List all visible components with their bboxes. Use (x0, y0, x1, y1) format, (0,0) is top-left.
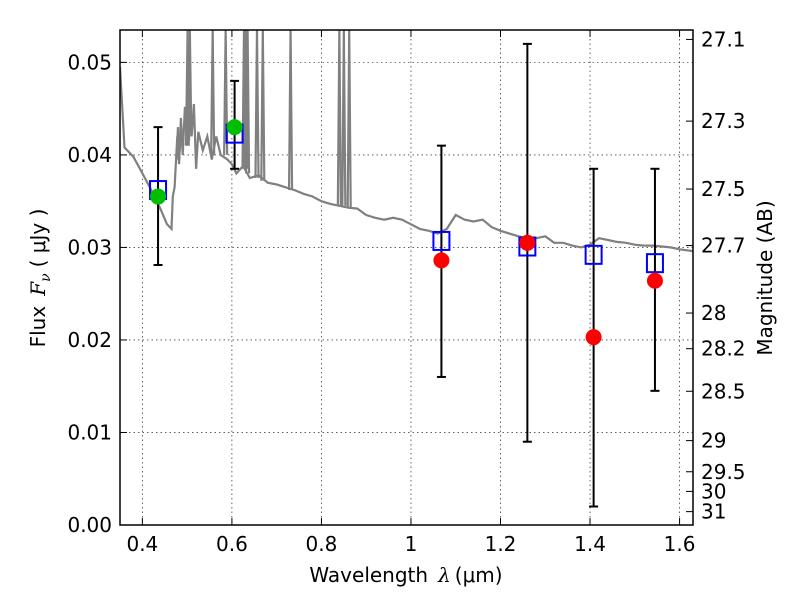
mag-tick-label: 29 (701, 429, 726, 453)
y-axis-label: FluxFν( μJy ) (26, 209, 54, 348)
mag-tick-label: 31 (701, 500, 726, 524)
y-tick-label: 0.04 (67, 143, 112, 167)
model-square-marker (432, 230, 451, 251)
mag-tick-label: 27.5 (701, 177, 746, 201)
x-tick-label: 0.8 (306, 532, 338, 556)
emission-line-spike (341, 30, 347, 206)
y-tick-label: 0.03 (67, 235, 112, 259)
model-square-marker (584, 244, 603, 265)
axis-ticks: 0.4 0.6 0.8 1 1.2 1.4 1.6 0.00 0.01 0.02 0.03 0.04 0… (67, 27, 745, 556)
observed-circle-marker (585, 329, 602, 346)
model-sed-curve (120, 30, 693, 253)
model-sed-line (120, 66, 693, 253)
emission-line-spike (346, 30, 352, 208)
emission-line-spike (336, 30, 342, 206)
emission-line-spike (178, 127, 184, 151)
mag-tick-label: 27.3 (701, 109, 746, 133)
x-tick-label: 1 (405, 532, 418, 556)
y-tick-label: 0.01 (67, 420, 112, 444)
mag-tick-label: 28 (701, 301, 726, 325)
emission-line-spike (260, 30, 266, 181)
emission-line-spike (287, 30, 294, 191)
observed-circle-marker (519, 234, 536, 251)
observed-circle-marker (150, 188, 167, 205)
error-bars (153, 42, 660, 508)
observed-photometry-points (150, 119, 663, 346)
mag-tick-label: 29.5 (701, 460, 746, 484)
x-tick-label: 0.6 (216, 532, 248, 556)
emission-line-spike (210, 30, 216, 155)
x-tick-label: 1.6 (664, 532, 696, 556)
grid-lines (120, 30, 693, 526)
mag-tick-label: 30 (701, 479, 726, 503)
y-tick-label: 0.05 (67, 50, 112, 74)
x-tick-label: 1.2 (485, 532, 517, 556)
model-square-marker (645, 253, 664, 274)
plot-frame (119, 29, 694, 526)
mag-tick-label: 28.5 (701, 379, 746, 403)
observed-circle-marker (433, 252, 450, 269)
x-tick-label: 0.4 (126, 532, 158, 556)
observed-circle-marker (226, 119, 243, 136)
x-axis-label: Wavelength λ (μm) (309, 563, 502, 587)
observed-circle-marker (646, 272, 663, 289)
y-axis-right-label: Magnitude (AB) (753, 200, 777, 355)
y-tick-label: 0.02 (67, 328, 112, 352)
mag-tick-label: 28.2 (701, 337, 746, 361)
emission-line-spike (187, 30, 193, 137)
emission-line-spike (244, 30, 251, 174)
emission-line-spike (254, 30, 260, 179)
x-tick-label: 1.4 (574, 532, 606, 556)
mag-tick-label: 27.1 (701, 27, 746, 51)
emission-line-spike (223, 30, 229, 155)
mag-tick-label: 27.7 (701, 234, 746, 258)
y-tick-label: 0.00 (67, 513, 112, 537)
